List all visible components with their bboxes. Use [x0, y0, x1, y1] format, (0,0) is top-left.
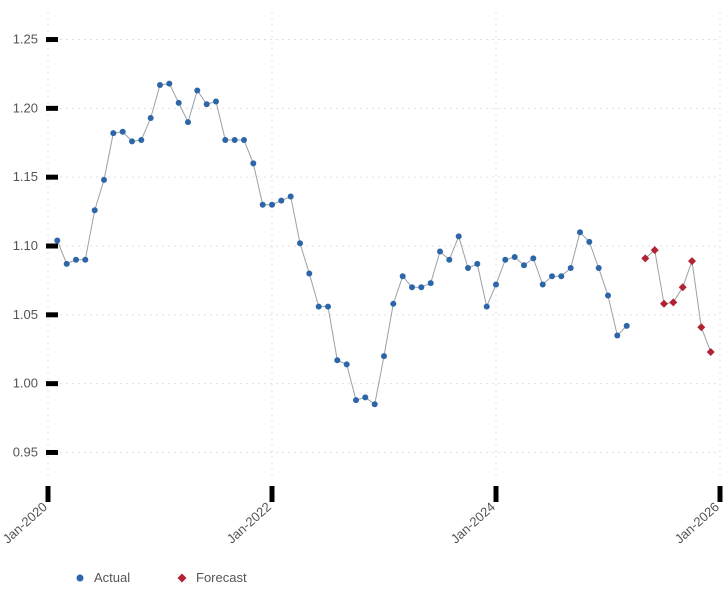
y-tick-label: 1.25: [13, 32, 38, 47]
legend-label-actual: Actual: [94, 570, 130, 585]
timeseries-chart: 0.951.001.051.101.151.201.25Jan-2020Jan-…: [0, 0, 728, 600]
y-tick-label: 1.05: [13, 307, 38, 322]
y-tick-label: 1.20: [13, 100, 38, 115]
y-tick-label: 1.15: [13, 169, 38, 184]
y-tick-label: 0.95: [13, 444, 38, 459]
legend-marker-actual: [77, 575, 84, 582]
legend-label-forecast: Forecast: [196, 570, 247, 585]
y-tick-label: 1.10: [13, 238, 38, 253]
y-tick-label: 1.00: [13, 376, 38, 391]
